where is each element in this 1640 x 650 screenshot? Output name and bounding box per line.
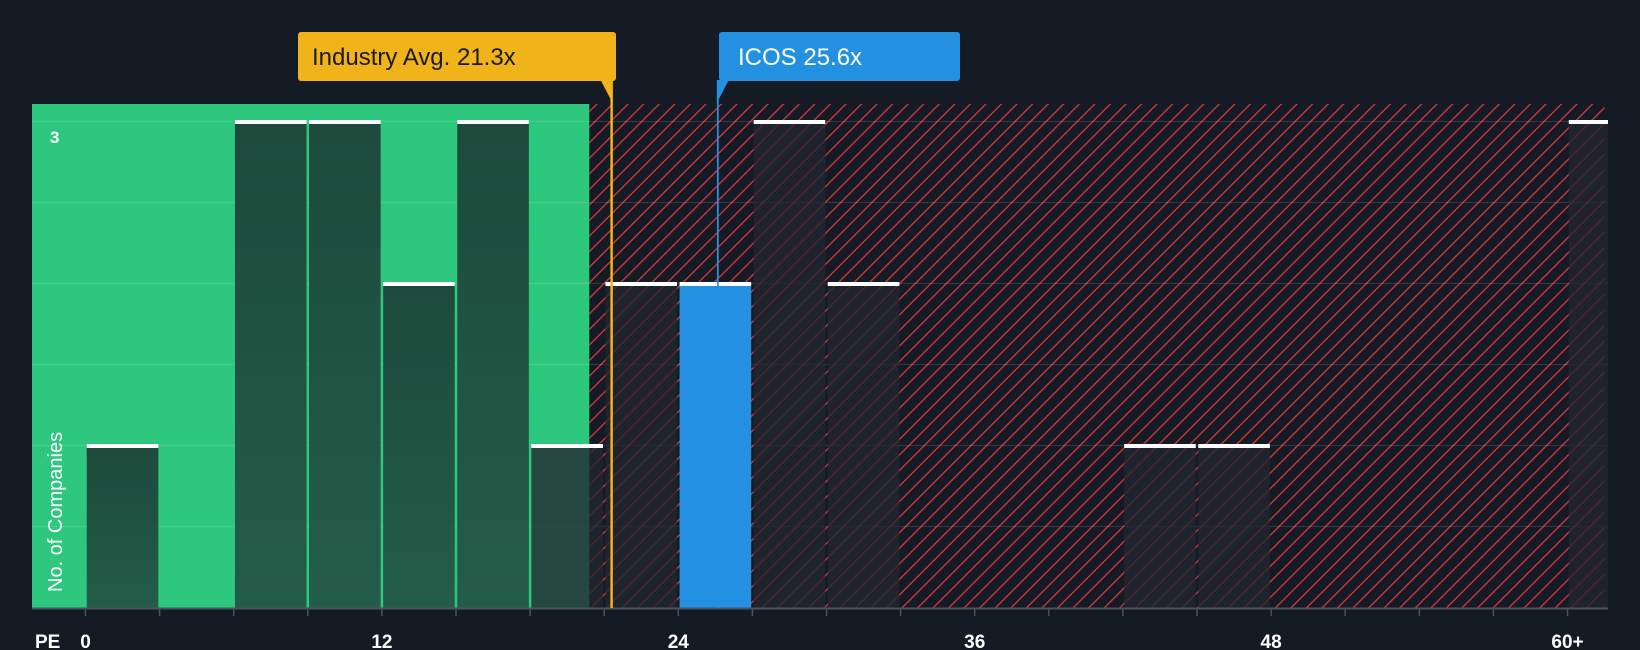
bar-cap-24 (679, 282, 752, 286)
reference-lines: Industry Avg. 21.3x ICOS 25.6x (298, 32, 960, 608)
industry-avg-callout-box (298, 32, 616, 81)
company-callout-pointer (716, 80, 729, 103)
bar-45 (1198, 446, 1270, 608)
x-tick-label-0: 0 (80, 632, 91, 650)
bar-30 (827, 284, 900, 608)
x-tick-label-36: 36 (964, 632, 985, 650)
bar-12 (383, 284, 455, 608)
bar-cap-30 (827, 282, 900, 286)
bar-27 (753, 122, 826, 608)
bar-cap-18 (531, 444, 603, 448)
x-tick-label-48: 48 (1261, 632, 1282, 650)
industry-avg-callout-label: Industry Avg. 21.3x (312, 44, 516, 71)
bar-cap-45 (1198, 444, 1270, 448)
y-tick-label-3: 3 (50, 128, 59, 147)
bar-cap-9 (309, 120, 381, 124)
bar-0 (86, 446, 159, 608)
bar-9 (309, 122, 381, 608)
company-callout-box (719, 32, 960, 81)
bar-cap-60 (1568, 120, 1608, 124)
bar-cap-12 (383, 282, 455, 286)
bar-6 (234, 122, 307, 608)
x-tick-label-60: 60+ (1551, 632, 1583, 650)
bar-cap-0 (86, 444, 159, 448)
bar-21 (605, 284, 678, 608)
x-axis: 0 12 24 36 48 60+ (32, 607, 1608, 650)
industry-avg-callout-pointer (600, 80, 613, 103)
bar-cap-15 (457, 120, 529, 124)
bars (86, 120, 1608, 608)
x-axis-title: PE (35, 632, 60, 650)
x-tick-label-12: 12 (371, 632, 392, 650)
bar-cap-6 (234, 120, 307, 124)
bar-18 (531, 446, 603, 608)
bar-42 (1124, 446, 1196, 608)
bar-24 (679, 284, 752, 608)
x-tick-label-24: 24 (668, 632, 690, 650)
bar-cap-21 (605, 282, 678, 286)
bar-60 (1568, 122, 1608, 608)
y-axis-title: No. of Companies (45, 432, 67, 592)
bar-cap-42 (1124, 444, 1196, 448)
company-callout-label: ICOS 25.6x (738, 44, 862, 71)
bar-cap-27 (753, 120, 826, 124)
bar-15 (457, 122, 529, 608)
